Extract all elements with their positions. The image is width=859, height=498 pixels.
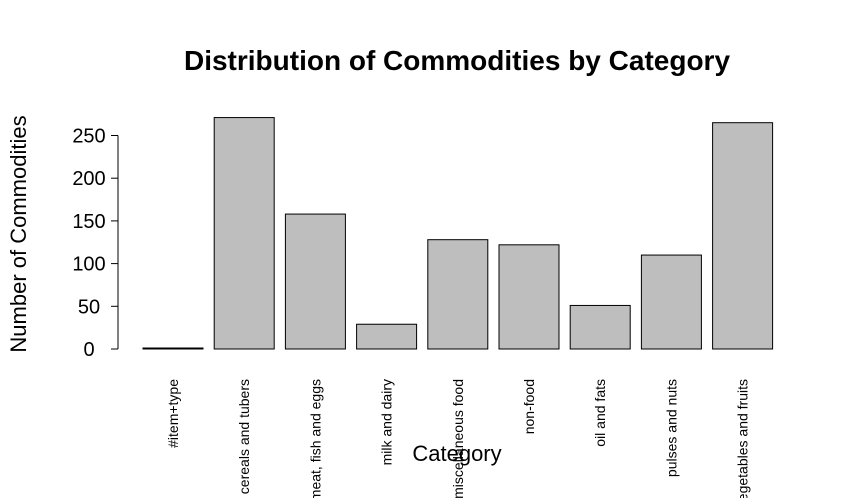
category-label-0: #item+type: [165, 379, 181, 448]
category-labels: #item+type cereals and tubers meat, fish a…: [165, 379, 751, 498]
y-axis-label: Number of Commodities: [6, 115, 31, 352]
y-tick-label: 200: [72, 168, 105, 190]
category-label-7: pulses and nuts: [663, 379, 679, 477]
category-label-8: vegetables and fruits: [735, 379, 751, 498]
bar-4: [427, 239, 489, 350]
category-label-6: oil and fats: [592, 379, 608, 447]
bar-5: [498, 244, 560, 350]
bar-2: [284, 213, 346, 350]
y-tick-label: 50: [78, 296, 100, 318]
y-axis: 0 50 100 150 200 250: [72, 126, 119, 361]
category-label-1: cereals and tubers: [236, 379, 252, 494]
category-label-4: miscellaneous food: [450, 379, 466, 498]
category-label-5: non-food: [521, 379, 537, 434]
chart-title: Distribution of Commodities by Category: [184, 45, 730, 76]
bars-group: [142, 117, 774, 350]
y-tick-label: 250: [72, 126, 105, 148]
y-tick-label: 0: [83, 339, 94, 361]
category-label-2: meat, fish and eggs: [307, 379, 323, 498]
bar-3: [356, 323, 418, 350]
y-tick-label: 100: [72, 254, 105, 276]
y-tick-label: 150: [72, 211, 105, 233]
bar-8: [712, 122, 774, 350]
x-axis-label: Category: [412, 441, 501, 466]
bar-1: [213, 117, 275, 350]
bar-7: [640, 254, 702, 350]
bar-0: [142, 347, 204, 350]
category-label-3: milk and dairy: [379, 379, 395, 465]
bar-6: [569, 304, 631, 350]
